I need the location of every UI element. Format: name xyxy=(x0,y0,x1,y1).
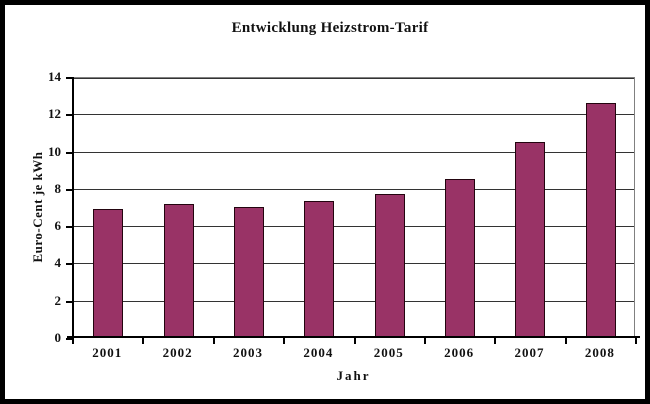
gridline xyxy=(73,263,634,265)
gridline xyxy=(73,226,634,228)
y-axis-tick xyxy=(66,263,72,266)
y-tick-label: 8 xyxy=(54,180,62,196)
x-tick-label: 2006 xyxy=(444,345,475,360)
bar-2004 xyxy=(304,200,335,337)
x-tick-label: 2007 xyxy=(514,345,545,360)
gridline xyxy=(73,114,634,116)
bar-2006 xyxy=(445,178,476,337)
y-tick-label: 0 xyxy=(54,330,62,345)
x-tick-label: 2004 xyxy=(303,345,334,360)
x-axis-tick xyxy=(212,338,215,344)
x-axis-line xyxy=(67,336,640,338)
x-axis-tick xyxy=(635,338,637,344)
gridline xyxy=(73,78,634,79)
bar-2001 xyxy=(93,209,124,337)
y-tick-label: 12 xyxy=(48,106,61,122)
x-axis-title: Jahr xyxy=(336,368,371,383)
x-axis-tick xyxy=(142,338,145,344)
y-axis-tick xyxy=(66,188,72,191)
bar-2008 xyxy=(585,103,616,337)
chart-title: Entwicklung Heizstrom-Tarif xyxy=(231,20,429,36)
x-axis-tick xyxy=(283,338,286,344)
x-tick-label: 2008 xyxy=(584,345,615,360)
y-axis-tick xyxy=(66,300,72,303)
x-axis-tick xyxy=(423,338,426,344)
x-tick-labels: 2001 2002 2003 2004 2005 2006 2007 2008 xyxy=(72,345,635,361)
y-tick-label: 10 xyxy=(48,143,61,159)
x-axis-tick xyxy=(564,338,567,344)
y-axis-tick xyxy=(66,77,72,79)
gridline xyxy=(73,151,634,153)
y-tick-labels: 0 2 4 6 8 10 12 14 xyxy=(5,69,62,345)
y-axis-tick xyxy=(66,151,72,154)
y-tick-label: 14 xyxy=(48,69,61,84)
y-tick-label: 4 xyxy=(54,255,62,271)
y-axis-tick xyxy=(66,114,72,117)
y-tick-label: 2 xyxy=(54,292,62,308)
plot-area xyxy=(66,77,640,344)
x-tick-label: 2001 xyxy=(92,345,123,360)
gridline xyxy=(73,300,634,302)
x-axis-tick xyxy=(353,338,356,344)
x-axis-tick xyxy=(494,338,497,344)
y-tick-label: 6 xyxy=(54,218,62,234)
y-axis-line xyxy=(72,77,74,338)
x-tick-label: 2005 xyxy=(373,345,404,360)
y-axis-tick xyxy=(66,338,72,340)
x-tick-label: 2002 xyxy=(162,345,193,360)
bar-2005 xyxy=(374,194,405,337)
x-tick-label: 2003 xyxy=(232,345,263,360)
bar-2007 xyxy=(515,142,546,337)
gridline xyxy=(73,188,634,190)
bar-2002 xyxy=(163,203,194,337)
y-axis-tick xyxy=(66,226,72,229)
bar-2003 xyxy=(233,206,264,337)
x-axis-tick xyxy=(72,338,74,344)
